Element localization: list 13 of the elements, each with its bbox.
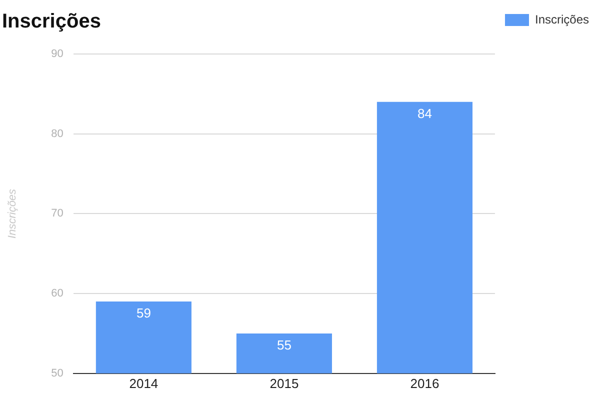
x-tick-label: 2016 — [410, 376, 440, 391]
y-tick-label: 70 — [51, 208, 64, 220]
y-tick-label: 90 — [51, 48, 64, 60]
data-label: 59 — [136, 306, 151, 321]
y-tick-label: 60 — [51, 288, 64, 300]
legend-label: Inscrições — [534, 12, 590, 26]
chart-title: Inscrições — [2, 10, 101, 33]
x-tick-label: 2015 — [270, 376, 299, 391]
data-label: 84 — [417, 106, 432, 121]
x-tick-label: 2014 — [129, 376, 158, 391]
y-tick-label: 50 — [51, 367, 64, 380]
data-label: 55 — [276, 338, 292, 353]
y-tick-label: 80 — [51, 128, 64, 140]
